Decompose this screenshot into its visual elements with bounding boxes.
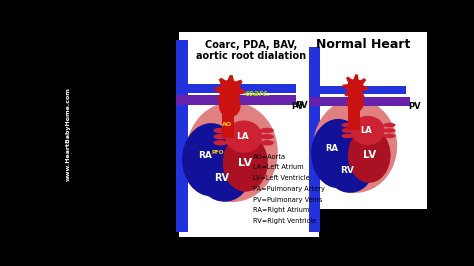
Text: PV: PV: [295, 101, 308, 110]
Text: LA: LA: [360, 126, 372, 135]
Ellipse shape: [348, 127, 391, 183]
Ellipse shape: [213, 134, 228, 139]
Text: PA=Pulmonary Artery: PA=Pulmonary Artery: [253, 186, 325, 192]
Ellipse shape: [223, 134, 268, 192]
Text: coarc.: coarc.: [245, 89, 271, 98]
Text: PV: PV: [408, 102, 420, 111]
Ellipse shape: [182, 123, 240, 196]
Ellipse shape: [186, 102, 278, 202]
Ellipse shape: [341, 128, 354, 133]
Text: PV: PV: [160, 101, 173, 110]
Ellipse shape: [219, 94, 241, 117]
FancyBboxPatch shape: [175, 95, 296, 105]
Text: PV: PV: [292, 102, 304, 111]
FancyBboxPatch shape: [319, 32, 428, 209]
Ellipse shape: [260, 140, 274, 146]
Text: RA: RA: [198, 151, 212, 160]
Ellipse shape: [341, 134, 354, 138]
Text: AO=Aorta: AO=Aorta: [253, 153, 286, 160]
FancyBboxPatch shape: [309, 86, 406, 94]
FancyBboxPatch shape: [222, 96, 235, 138]
Ellipse shape: [225, 120, 262, 153]
Ellipse shape: [199, 152, 249, 202]
Circle shape: [347, 80, 363, 95]
Circle shape: [220, 81, 239, 100]
Polygon shape: [342, 74, 368, 101]
Text: LV=Left Ventricle: LV=Left Ventricle: [253, 175, 310, 181]
Text: RV: RV: [341, 166, 355, 175]
Text: RV=Right Ventricle: RV=Right Ventricle: [253, 218, 316, 224]
Text: Coarc, PDA, BAV,
aortic root dialation: Coarc, PDA, BAV, aortic root dialation: [196, 40, 306, 61]
Ellipse shape: [347, 93, 364, 112]
Text: LV: LV: [363, 150, 376, 160]
Ellipse shape: [260, 128, 274, 133]
Ellipse shape: [351, 116, 385, 145]
Text: LA: LA: [236, 132, 248, 141]
Polygon shape: [214, 75, 245, 106]
FancyBboxPatch shape: [175, 40, 188, 232]
FancyBboxPatch shape: [309, 47, 319, 232]
Ellipse shape: [383, 128, 396, 133]
Ellipse shape: [213, 128, 228, 133]
FancyBboxPatch shape: [179, 32, 319, 237]
Text: LV: LV: [238, 158, 252, 168]
Text: RV: RV: [215, 173, 229, 183]
Ellipse shape: [341, 123, 354, 127]
Ellipse shape: [327, 145, 373, 193]
Text: PFO: PFO: [211, 149, 224, 155]
Text: RA=Right Atrium: RA=Right Atrium: [253, 207, 310, 214]
Text: RA: RA: [326, 144, 338, 153]
Text: Normal Heart: Normal Heart: [316, 38, 410, 51]
Text: www.HeartBabyHome.com: www.HeartBabyHome.com: [66, 88, 71, 181]
Text: PV=Pulmonary Veins: PV=Pulmonary Veins: [253, 197, 322, 203]
Ellipse shape: [260, 134, 274, 139]
Ellipse shape: [213, 140, 228, 146]
Text: LA=Left Atrium: LA=Left Atrium: [253, 164, 304, 170]
Ellipse shape: [313, 99, 397, 193]
Ellipse shape: [383, 134, 396, 138]
Ellipse shape: [311, 119, 365, 188]
FancyBboxPatch shape: [175, 84, 296, 93]
Ellipse shape: [383, 123, 396, 127]
Text: AO: AO: [221, 122, 232, 127]
FancyBboxPatch shape: [348, 92, 360, 131]
FancyBboxPatch shape: [309, 97, 410, 106]
